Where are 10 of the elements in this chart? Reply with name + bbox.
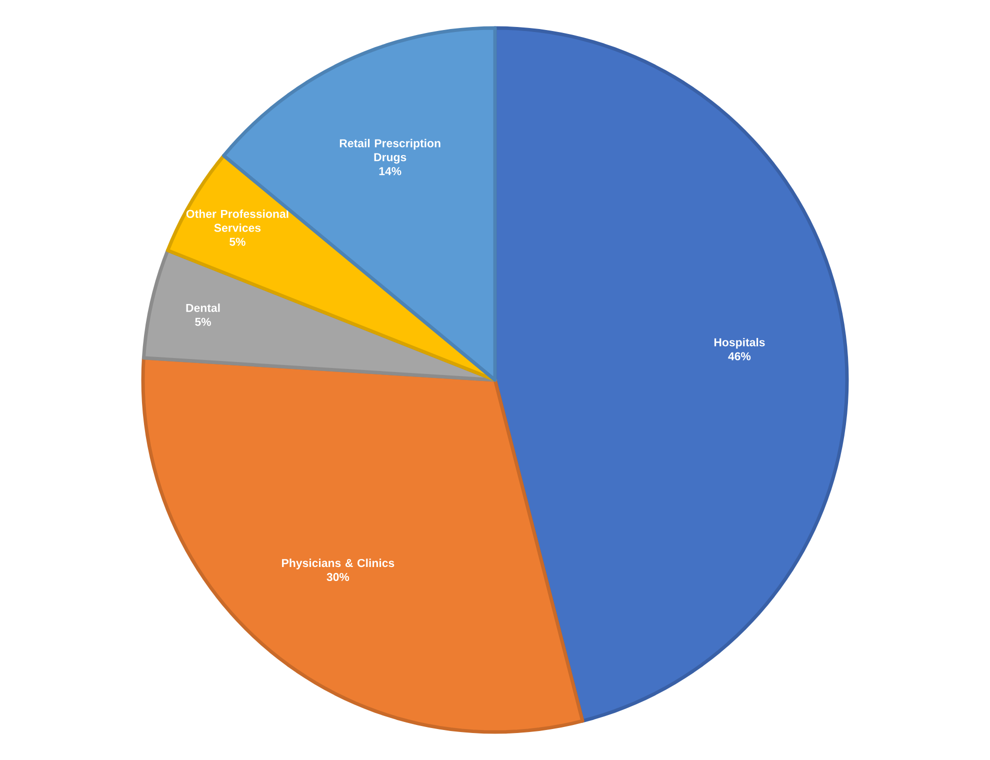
- slice-label: Other Professional Services: [186, 210, 288, 232]
- slice-label: Hospitals: [714, 338, 765, 349]
- data-label: 30%: [326, 572, 350, 582]
- data-label: 46%: [728, 352, 751, 360]
- slice-label: Physicians & Clinics: [282, 558, 394, 570]
- slice-label: Dental: [186, 304, 220, 312]
- data-label: 5%: [195, 318, 211, 326]
- data-label: 14%: [379, 167, 402, 176]
- slice-label: Retail Prescription Drugs: [340, 138, 440, 164]
- data-label: 5%: [230, 238, 246, 246]
